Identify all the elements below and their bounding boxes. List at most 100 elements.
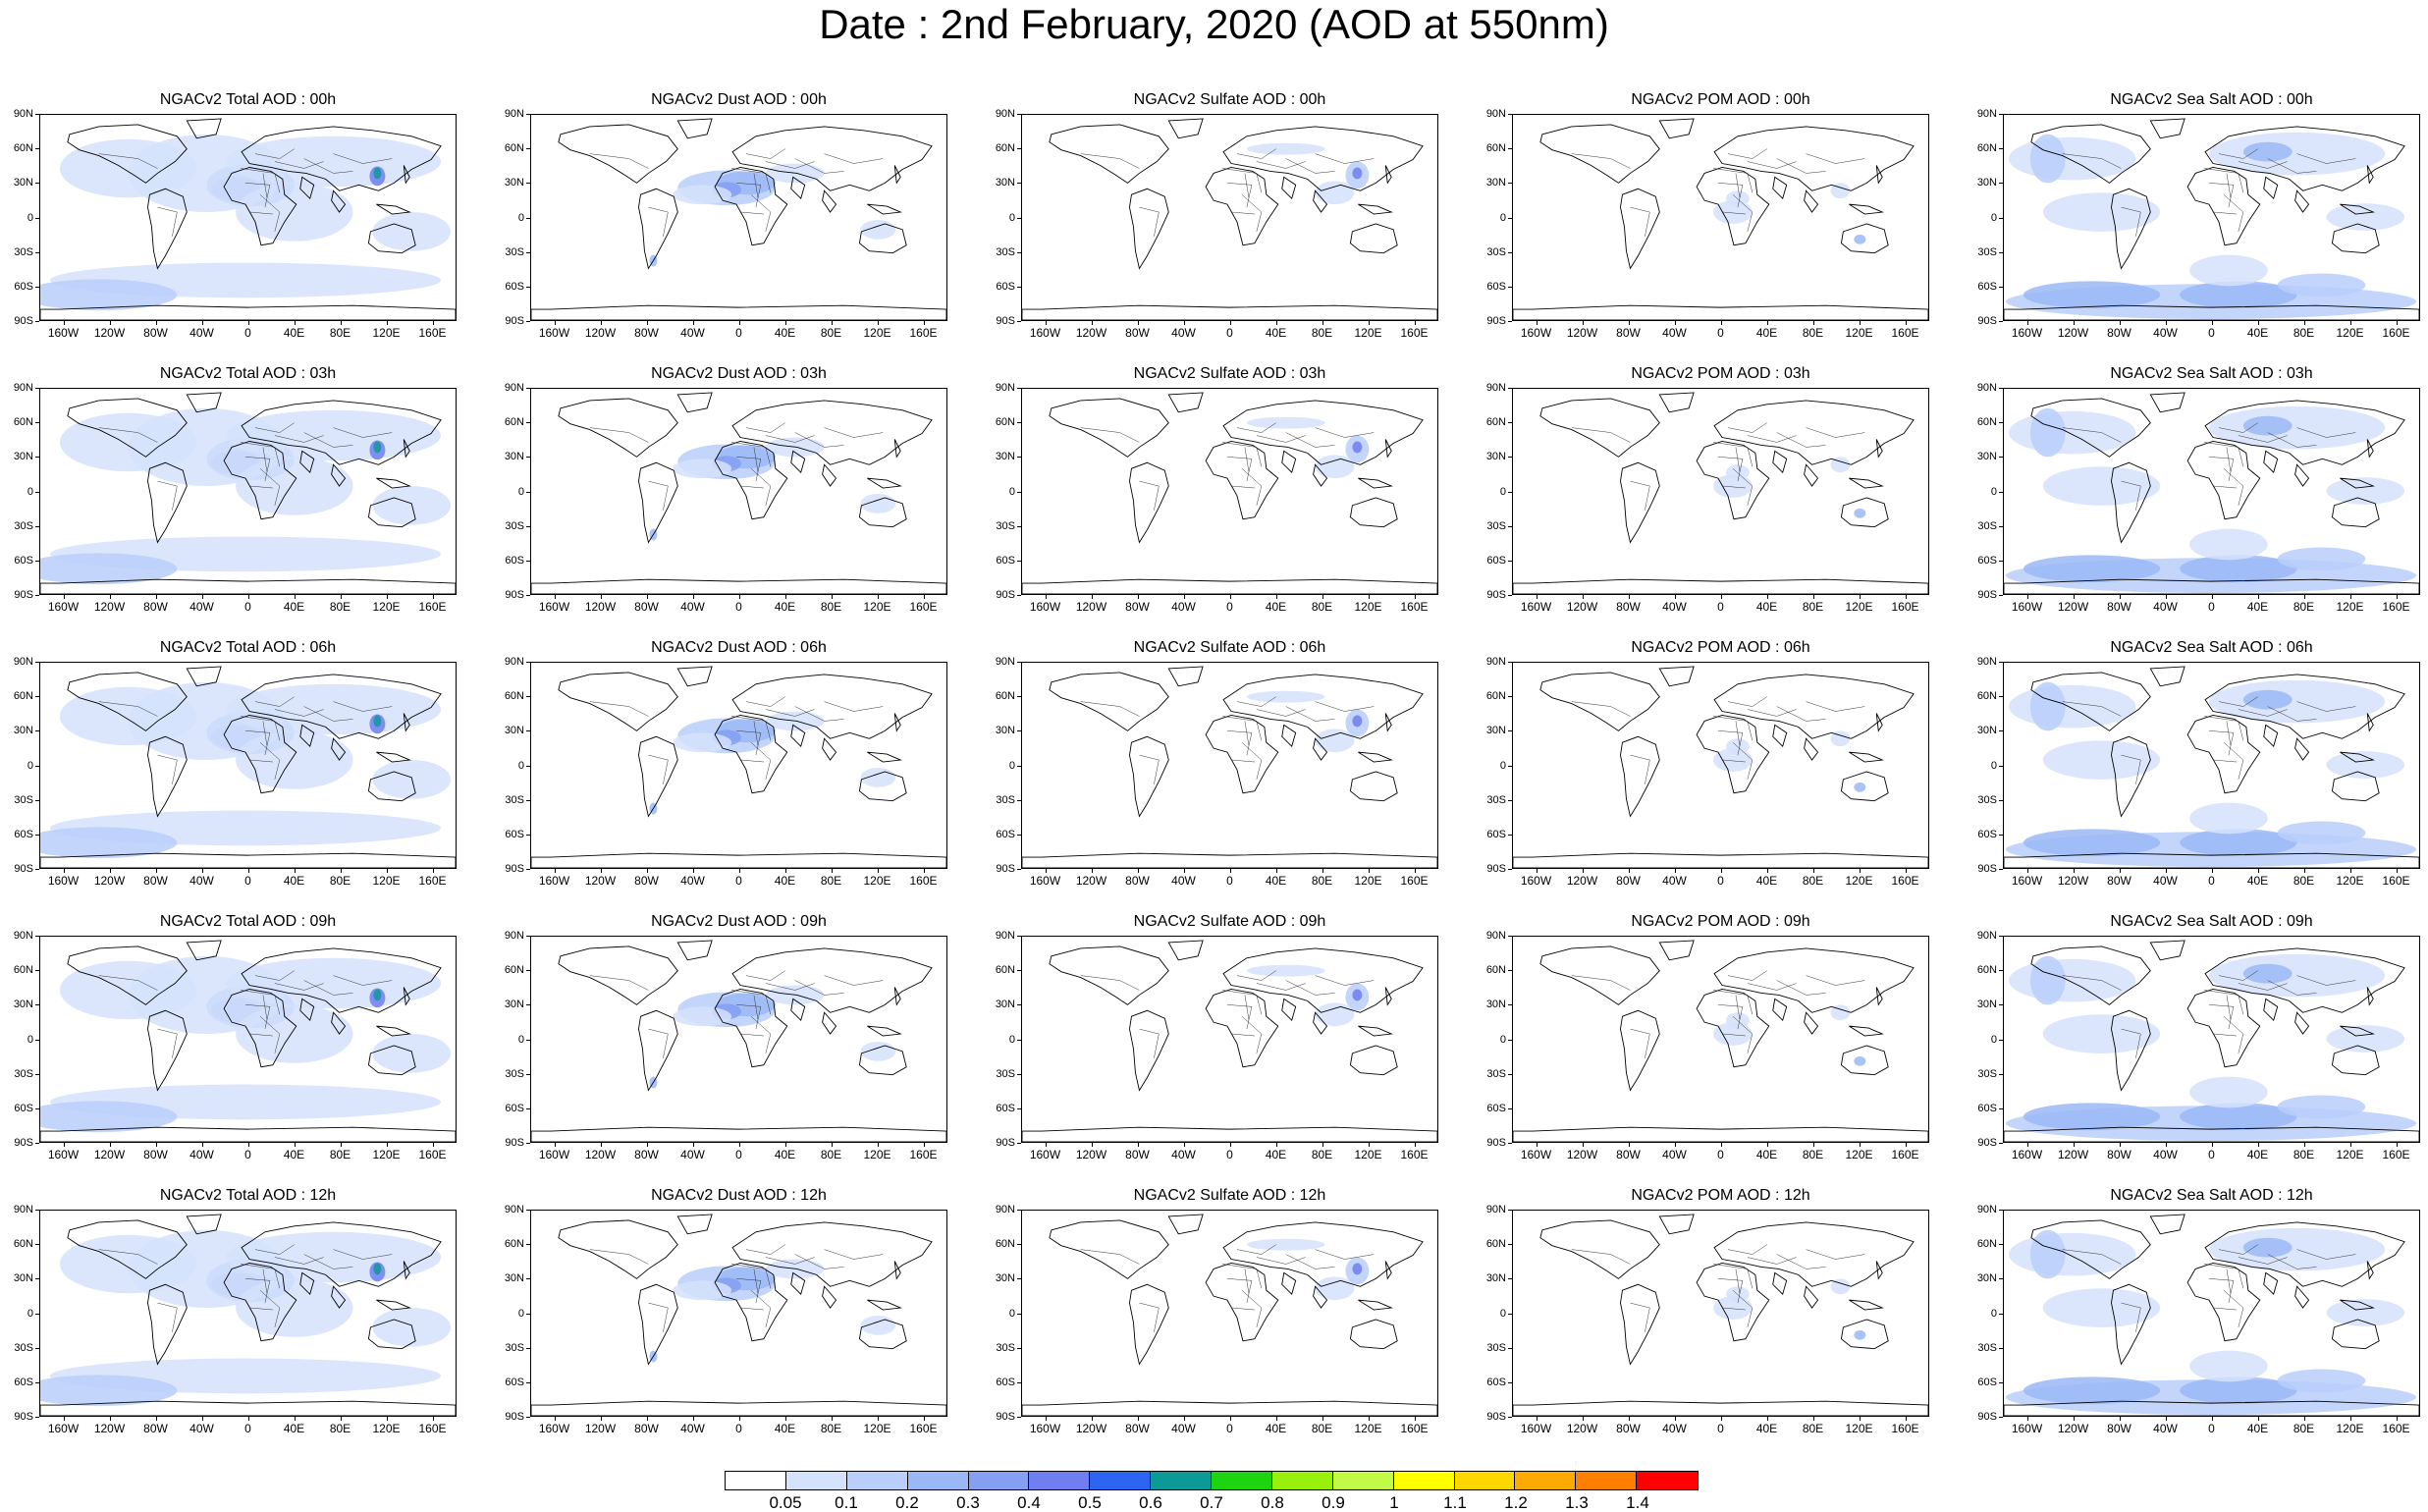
longitude-label: 0 [2208, 1422, 2215, 1435]
country-border [2204, 442, 2244, 467]
latitude-tick [1017, 869, 1021, 870]
longitude-label: 120E [863, 1148, 891, 1161]
country-border [2121, 1302, 2141, 1332]
latitude-label: 90S [1977, 863, 1997, 875]
longitude-tick [432, 1143, 434, 1147]
aod-field-patch [1830, 1004, 1851, 1021]
latitude-tick [1508, 251, 1512, 253]
longitude-label: 80E [820, 874, 842, 888]
latitude-tick [35, 1004, 39, 1006]
longitude-label: 160W [47, 326, 80, 340]
longitude-tick [1582, 1417, 1584, 1421]
latitude-tick [526, 525, 530, 527]
map-area [1512, 114, 1929, 321]
coastline [1358, 751, 1393, 763]
map-area [2003, 1210, 2420, 1417]
longitude-tick [386, 595, 388, 599]
country-border [1222, 442, 1263, 467]
aod-field-patch [860, 219, 896, 240]
latitude-label: 30S [14, 793, 33, 806]
map-canvas [2004, 666, 2419, 868]
country-border [1717, 1004, 1744, 1030]
coastline [2111, 188, 2151, 270]
longitude-tick [600, 1417, 602, 1421]
longitude-tick [831, 1417, 833, 1421]
longitude-tick [2349, 869, 2351, 873]
aod-field-patch [2008, 1232, 2136, 1276]
coastline [2263, 998, 2279, 1022]
panel-title: NGACv2 Sulfate AOD : 12h [1133, 1187, 1326, 1204]
aod-field-patch [40, 553, 178, 585]
latitude-tick [1017, 251, 1021, 253]
latitude-tick [1017, 1210, 1021, 1211]
latitude-tick [1017, 834, 1021, 836]
coastline [1804, 737, 1819, 761]
country-border [753, 1269, 759, 1294]
longitude-label: 120W [1075, 1148, 1107, 1161]
longitude-label: 0 [1226, 874, 1233, 888]
country-border [1776, 980, 1826, 996]
coastline [822, 189, 837, 213]
coastline [790, 724, 806, 748]
latitude-tick [1999, 422, 2003, 424]
latitude-tick [1508, 1313, 1512, 1315]
latitude-label: 0 [1499, 1033, 1506, 1046]
longitude-tick [692, 1417, 694, 1421]
aod-field-patch [372, 212, 452, 251]
longitude-tick [2303, 869, 2305, 873]
coastline [376, 751, 411, 763]
country-border [1717, 1278, 1744, 1304]
country-border [303, 706, 353, 722]
country-border [259, 1290, 281, 1327]
longitude-label: 0 [1717, 874, 1724, 888]
longitude-label: 160W [2011, 874, 2043, 888]
country-border [2062, 701, 2122, 717]
longitude-tick [1766, 1143, 1768, 1147]
country-border [740, 1307, 764, 1311]
map-area [1512, 1210, 1929, 1417]
coastline [2331, 771, 2380, 802]
latitude-tick [1017, 696, 1021, 698]
latitude-label: 90S [996, 315, 1015, 327]
latitude-label: 0 [517, 211, 524, 224]
longitude-tick [1720, 869, 1722, 873]
longitude-label: 0 [2208, 1148, 2215, 1161]
latitude-tick [1017, 662, 1021, 663]
coastline [558, 672, 678, 731]
coastline [367, 1045, 416, 1076]
country-border [1735, 173, 1741, 198]
latitude-tick [1508, 834, 1512, 836]
latitude-tick [1017, 1347, 1021, 1349]
country-border [2296, 153, 2356, 164]
coastline [867, 1299, 902, 1311]
country-border [1231, 211, 1255, 215]
latitude-label: 0 [1499, 759, 1506, 772]
country-border [1747, 983, 1797, 991]
aod-field-patch [2277, 1095, 2366, 1119]
coastline [186, 940, 222, 961]
country-border [2208, 183, 2235, 208]
longitude-tick [1229, 1143, 1231, 1147]
country-border [2218, 970, 2258, 981]
latitude-tick [35, 1381, 39, 1383]
longitude-label: 160E [1891, 1422, 1919, 1435]
longitude-label: 160W [47, 600, 80, 614]
coastline [40, 1126, 456, 1142]
longitude-tick [294, 1417, 296, 1421]
coastline [731, 400, 933, 465]
country-border [1241, 1290, 1263, 1327]
aod-field-patch [1246, 416, 1325, 429]
longitude-label: 160W [1520, 326, 1552, 340]
longitude-label: 160W [538, 874, 570, 888]
colorbar-tick-label: 0.1 [835, 1493, 858, 1512]
latitude-tick [526, 834, 530, 836]
map-canvas [1022, 392, 1437, 594]
longitude-tick [1091, 595, 1093, 599]
longitude-label: 40E [774, 1148, 796, 1161]
longitude-label: 120E [863, 1422, 891, 1435]
country-border [2226, 995, 2232, 1020]
longitude-label: 80W [1616, 1148, 1641, 1161]
latitude-tick [35, 696, 39, 698]
coastline [1222, 947, 1424, 1013]
longitude-label: 80W [2107, 1422, 2131, 1435]
